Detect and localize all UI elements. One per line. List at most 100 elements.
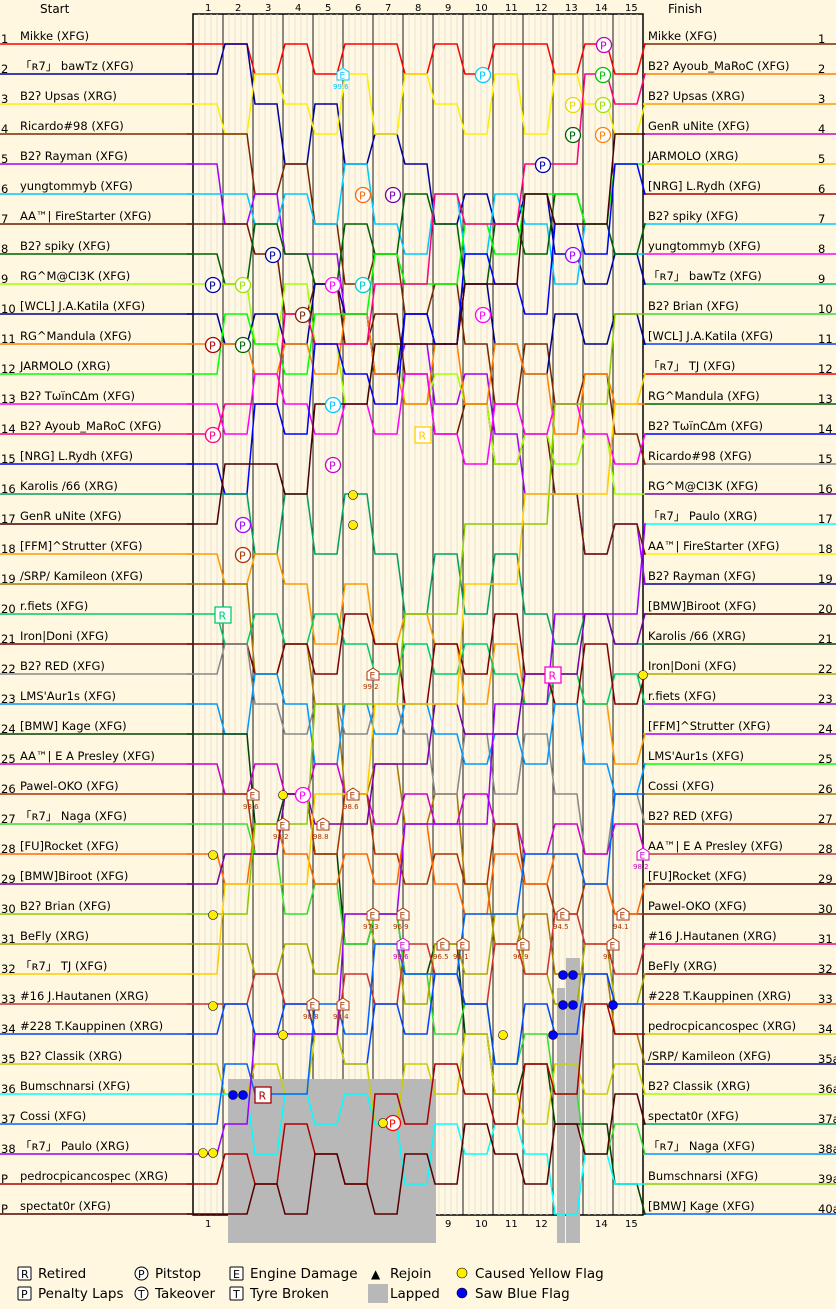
start-driver-label: GenR uNite (XFG): [20, 509, 122, 523]
finish-position: 20: [818, 602, 833, 616]
pitstop-circle: [234, 516, 252, 534]
engine-damage-value: 96.9: [513, 953, 529, 961]
finish-driver-label: yungtommyb (XFG): [648, 239, 761, 253]
pitstop-marker: P: [354, 186, 372, 204]
pitstop-circle: [474, 306, 492, 324]
finish-position: 27: [818, 812, 833, 826]
finish-position: 31: [818, 932, 833, 946]
engine-damage-shape: [346, 787, 360, 801]
pitstop-letter: P: [569, 100, 576, 113]
retired-box: [214, 606, 232, 624]
engine-damage-marker: E98.6: [343, 787, 360, 811]
legend-symbol: [17, 1266, 32, 1281]
finish-driver-label: B2ʔ Classik (XRG): [648, 1079, 750, 1093]
driver-trace: [187, 643, 646, 855]
start-position: 33: [1, 992, 16, 1006]
start-position: 14: [1, 422, 16, 436]
engine-damage-shape: [276, 817, 290, 831]
engine-damage-value: 98.2: [273, 833, 289, 841]
pitstop-circle: [354, 276, 372, 294]
start-position: 26: [1, 782, 16, 796]
finish-position: 11: [818, 332, 833, 346]
engine-damage-value: 98.2: [633, 863, 649, 871]
pitstop-marker: P: [204, 276, 222, 294]
engine-damage-shape: [366, 907, 380, 921]
yellow-flag-dot: [208, 1148, 218, 1158]
lap-number-top: 12: [535, 3, 548, 14]
start-position: 1: [1, 32, 8, 46]
legend-label: Caused Yellow Flag: [475, 1266, 604, 1282]
finish-position: 38a: [818, 1142, 836, 1156]
legend-label: Takeover: [154, 1286, 215, 1302]
engine-damage-marker: E99.2: [363, 667, 380, 691]
pitstop-circle: [234, 546, 252, 564]
start-position: 18: [1, 542, 16, 556]
lap-number-top: 11: [505, 3, 518, 14]
blue-flag-dot: [228, 1090, 238, 1100]
pitstop-letter: P: [299, 790, 306, 803]
finish-driver-label: [NRG] L.Rydh (XFG): [648, 179, 761, 193]
start-driver-label: yungtommyb (XFG): [20, 179, 133, 193]
driver-trace: [187, 613, 646, 705]
lap-number-top: 7: [385, 3, 391, 14]
legend-item: ▲ Rejoin: [371, 1266, 431, 1282]
lap-number-bottom: 9: [445, 1219, 451, 1230]
pitstop-marker: P: [204, 426, 222, 444]
finish-driver-label: B2ʔ Rayman (XFG): [648, 569, 756, 583]
engine-damage-marker: E98.4: [333, 997, 350, 1021]
pitstop-marker: P: [234, 276, 252, 294]
finish-driver-label: [WCL] J.A.Katila (XFG): [648, 329, 773, 343]
start-driver-label: [WCL] J.A.Katila (XFG): [20, 299, 145, 313]
engine-damage-value: 98.6: [343, 803, 359, 811]
legend-symbol-letter: T: [232, 1288, 240, 1301]
finish-driver-label: 「ʀ7」 Paulo (XRG): [648, 509, 757, 523]
finish-position: 10: [818, 302, 833, 316]
pitstop-letter: P: [209, 340, 216, 353]
engine-damage-shape: [316, 817, 330, 831]
engine-damage-letter: E: [400, 912, 406, 922]
finish-position: 23: [818, 692, 833, 706]
start-driver-label: #228 T.Kauppinen (XRG): [20, 1019, 163, 1033]
pitstop-letter: P: [569, 130, 576, 143]
start-position: 31: [1, 932, 16, 946]
finish-position: 33: [818, 992, 833, 1006]
pitstop-marker: P: [294, 786, 312, 804]
yellow-flag-dot: [278, 790, 288, 800]
finish-position: 39a: [818, 1172, 836, 1186]
engine-damage-shape: [336, 67, 350, 81]
pitstop-circle: [294, 786, 312, 804]
finish-position: 17: [818, 512, 833, 526]
engine-damage-shape: [246, 787, 260, 801]
driver-trace: [187, 133, 645, 525]
finish-driver-label: [FFM]^Strutter (XFG): [648, 719, 770, 733]
engine-damage-marker: E99.6: [333, 67, 350, 91]
pitstop-marker: P: [264, 246, 282, 264]
finish-driver-label: [BMW] Kage (XFG): [648, 1199, 755, 1213]
engine-damage-shape: [616, 907, 630, 921]
pitstop-circle: [594, 66, 612, 84]
pitstop-marker: P: [534, 156, 552, 174]
pitstop-marker: P: [234, 516, 252, 534]
legend-item: Lapped: [368, 1284, 440, 1303]
lap-number-top: 14: [595, 3, 608, 14]
finish-position: 22: [818, 662, 833, 676]
start-driver-label: Bumschnarsi (XFG): [20, 1079, 130, 1093]
legend-symbol-letter: P: [21, 1288, 28, 1301]
lapped-block: [557, 988, 565, 1243]
finish-position: 29: [818, 872, 833, 886]
engine-damage-marker: E96.9: [393, 907, 410, 931]
engine-damage-value: 99.6: [333, 83, 349, 91]
finish-driver-label: LMS'Aur1s (XFG): [648, 749, 744, 763]
start-driver-label: 「ʀ7」 Naga (XFG): [20, 809, 127, 823]
finish-position: 30: [818, 902, 833, 916]
driver-trace: [187, 973, 645, 1065]
finish-position: 37a: [818, 1112, 836, 1126]
pitstop-letter: P: [539, 160, 546, 173]
legend-symbol: [229, 1266, 244, 1281]
legend-label: Saw Blue Flag: [475, 1286, 570, 1302]
pitstop-letter: P: [389, 190, 396, 203]
driver-trace: [187, 913, 646, 1035]
engine-damage-marker: E96.9: [513, 937, 530, 961]
finish-driver-label: B2ʔ spiky (XFG): [648, 209, 738, 223]
